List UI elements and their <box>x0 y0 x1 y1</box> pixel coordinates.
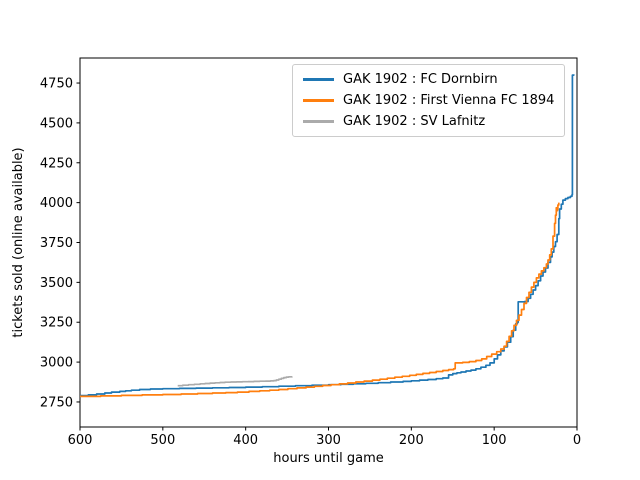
legend-line-sample-icon <box>303 120 334 123</box>
series-line-0 <box>80 74 575 397</box>
legend-entry: GAK 1902 : SV Lafnitz <box>303 114 554 129</box>
x-tick-label: 400 <box>233 433 258 448</box>
chart-legend: GAK 1902 : FC Dornbirn GAK 1902 : First V… <box>292 64 566 137</box>
x-tick-label: 300 <box>316 433 341 448</box>
legend-entry: GAK 1902 : First Vienna FC 1894 <box>303 93 554 108</box>
legend-line-sample-icon <box>303 78 334 81</box>
y-axis-ticks: 2750 3000 3250 3500 3750 4000 4250 4500 4750 <box>40 77 80 410</box>
series-line-1 <box>80 202 560 398</box>
legend-entry: GAK 1902 : FC Dornbirn <box>303 72 554 87</box>
y-tick-label: 3000 <box>40 356 73 371</box>
x-tick-label: 0 <box>573 433 581 448</box>
x-tick-label: 100 <box>482 433 507 448</box>
x-tick-label: 600 <box>68 433 93 448</box>
y-tick-label: 4750 <box>40 77 73 92</box>
x-tick-label: 200 <box>399 433 424 448</box>
legend-line-sample-icon <box>303 99 334 102</box>
legend-label: GAK 1902 : FC Dornbirn <box>343 72 498 87</box>
y-tick-label: 3250 <box>40 316 73 331</box>
series-line-2 <box>177 375 293 387</box>
y-tick-label: 3750 <box>40 236 73 251</box>
y-tick-label: 4250 <box>40 156 73 171</box>
legend-label: GAK 1902 : First Vienna FC 1894 <box>343 93 555 108</box>
legend-label: GAK 1902 : SV Lafnitz <box>343 114 486 129</box>
y-tick-label: 3500 <box>40 276 73 291</box>
x-axis-ticks: 600 500 400 300 200 100 0 <box>68 427 581 448</box>
y-tick-label: 4500 <box>40 116 73 131</box>
y-tick-label: 2750 <box>40 395 73 410</box>
x-axis-label: hours until game <box>273 451 384 466</box>
y-tick-label: 4000 <box>40 196 73 211</box>
x-tick-label: 500 <box>150 433 175 448</box>
y-axis-label: tickets sold (online available) <box>11 147 26 337</box>
